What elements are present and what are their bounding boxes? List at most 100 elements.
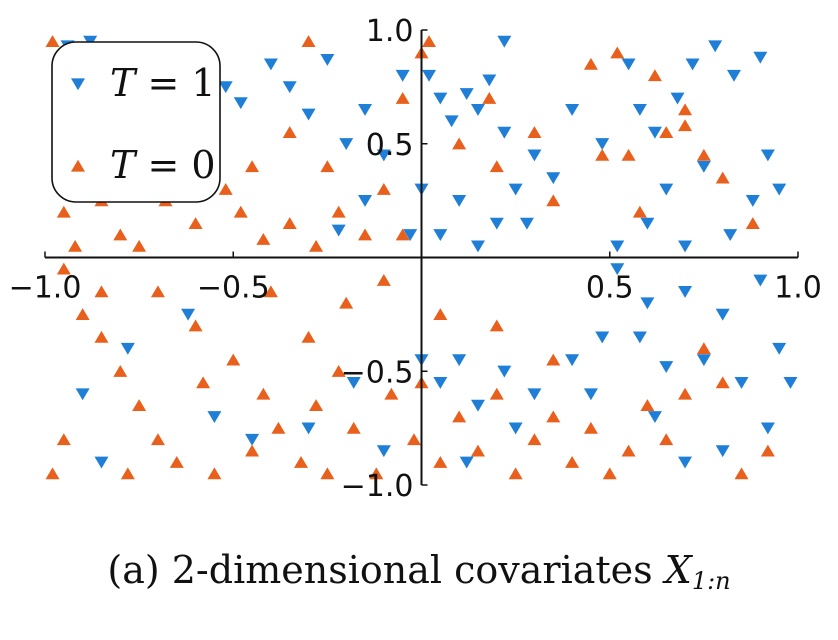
point-t1-45 bbox=[640, 217, 655, 230]
point-t0-32 bbox=[489, 160, 504, 173]
point-t0-82 bbox=[188, 319, 203, 332]
point-t0-71 bbox=[565, 455, 580, 468]
point-t0-48 bbox=[94, 330, 109, 343]
point-t1-84 bbox=[301, 422, 316, 435]
point-t0-84 bbox=[339, 296, 354, 309]
point-t0-53 bbox=[196, 376, 211, 389]
point-t0-16 bbox=[422, 35, 437, 47]
point-t0-68 bbox=[508, 467, 523, 480]
point-t1-60 bbox=[696, 354, 711, 367]
point-t1-52 bbox=[331, 224, 346, 237]
point-t0-73 bbox=[602, 467, 617, 480]
point-t0-12 bbox=[309, 239, 324, 252]
point-t0-60 bbox=[346, 421, 361, 434]
point-t0-8 bbox=[218, 182, 233, 195]
point-t0-9 bbox=[233, 205, 248, 218]
point-t1-6 bbox=[263, 58, 278, 71]
point-t1-66 bbox=[508, 422, 523, 435]
point-t0-57 bbox=[294, 455, 309, 468]
point-t1-53 bbox=[610, 263, 625, 276]
y-tick-label-1: 0.5 bbox=[366, 128, 414, 163]
point-t0-76 bbox=[659, 433, 674, 446]
point-t0-81 bbox=[760, 444, 775, 457]
x-tick-label-1: −0.5 bbox=[197, 271, 270, 306]
point-t1-33 bbox=[621, 58, 636, 71]
point-t0-94 bbox=[546, 353, 561, 366]
point-t1-29 bbox=[489, 217, 504, 230]
point-t0-31 bbox=[546, 194, 561, 207]
point-t0-30 bbox=[595, 148, 610, 161]
x-tick-label-0: −1.0 bbox=[9, 271, 82, 306]
point-t1-76 bbox=[760, 422, 775, 435]
point-t1-44 bbox=[678, 240, 693, 253]
point-t0-79 bbox=[715, 376, 730, 389]
point-t1-17 bbox=[459, 88, 474, 100]
point-t1-40 bbox=[760, 149, 775, 162]
point-t0-41 bbox=[659, 126, 674, 138]
point-t0-43 bbox=[621, 148, 636, 161]
point-t0-42 bbox=[678, 119, 693, 132]
point-t1-7 bbox=[282, 81, 297, 94]
legend-val-t1: 1 bbox=[191, 61, 215, 105]
point-t1-56 bbox=[715, 308, 730, 321]
point-t1-27 bbox=[452, 195, 467, 207]
point-t1-82 bbox=[207, 411, 222, 424]
point-t0-44 bbox=[245, 160, 260, 173]
point-t1-79 bbox=[75, 388, 90, 401]
point-t1-85 bbox=[346, 377, 361, 389]
point-t1-65 bbox=[527, 388, 542, 401]
point-t0-92 bbox=[320, 467, 335, 480]
point-t0-20 bbox=[482, 91, 497, 104]
point-t0-54 bbox=[226, 353, 241, 366]
point-t1-77 bbox=[783, 377, 798, 389]
x-tick-label-3: 1.0 bbox=[774, 271, 822, 306]
point-t0-59 bbox=[331, 364, 346, 377]
point-t1-55 bbox=[678, 286, 693, 298]
point-t1-67 bbox=[470, 399, 485, 412]
point-t0-19 bbox=[301, 35, 316, 47]
legend-label-t1: T = 1 bbox=[110, 61, 216, 105]
point-t1-31 bbox=[565, 104, 580, 116]
point-t0-18 bbox=[282, 126, 297, 138]
point-t0-86 bbox=[433, 308, 448, 320]
point-t0-25 bbox=[678, 103, 693, 116]
point-t0-38 bbox=[68, 239, 83, 252]
caption-prefix: (a) 2-dimensional covariates bbox=[107, 548, 665, 592]
legend-eq-t1: = bbox=[135, 61, 191, 105]
point-t0-63 bbox=[406, 433, 421, 446]
point-t1-58 bbox=[772, 342, 787, 355]
x-tick-label-2: 0.5 bbox=[586, 271, 634, 306]
y-tick-label-2: −0.5 bbox=[341, 355, 414, 390]
point-t1-51 bbox=[358, 195, 373, 207]
point-t1-43 bbox=[723, 229, 738, 242]
point-t0-35 bbox=[320, 160, 335, 173]
point-t0-56 bbox=[271, 421, 286, 434]
legend-var-t1: T bbox=[110, 61, 138, 105]
point-t0-47 bbox=[75, 308, 90, 320]
point-t0-55 bbox=[256, 387, 271, 400]
point-t1-12 bbox=[376, 149, 391, 162]
point-t1-19 bbox=[482, 74, 497, 87]
point-t0-67 bbox=[489, 387, 504, 400]
point-t1-22 bbox=[519, 217, 534, 230]
point-t0-65 bbox=[452, 410, 467, 423]
point-t0-29 bbox=[632, 205, 647, 218]
point-t1-36 bbox=[685, 58, 700, 71]
point-t1-20 bbox=[497, 126, 512, 139]
point-t1-48 bbox=[696, 160, 711, 173]
point-t1-23 bbox=[527, 149, 542, 162]
point-t0-23 bbox=[610, 46, 625, 59]
point-t1-28 bbox=[470, 240, 485, 253]
point-t1-37 bbox=[708, 40, 723, 53]
point-t0-88 bbox=[94, 285, 109, 298]
point-t1-63 bbox=[595, 331, 610, 344]
point-t0-24 bbox=[647, 69, 662, 82]
point-t0-17 bbox=[395, 91, 410, 104]
point-t1-80 bbox=[94, 456, 109, 469]
point-t1-75 bbox=[715, 445, 730, 458]
point-t1-83 bbox=[245, 433, 260, 446]
point-t1-39 bbox=[753, 51, 768, 64]
legend-val-t0: 0 bbox=[191, 143, 215, 187]
point-t0-37 bbox=[132, 239, 147, 252]
ticks: −1.0 −0.5 0.5 1.0 1.0 0.5 −0.5 −1.0 bbox=[9, 14, 822, 504]
